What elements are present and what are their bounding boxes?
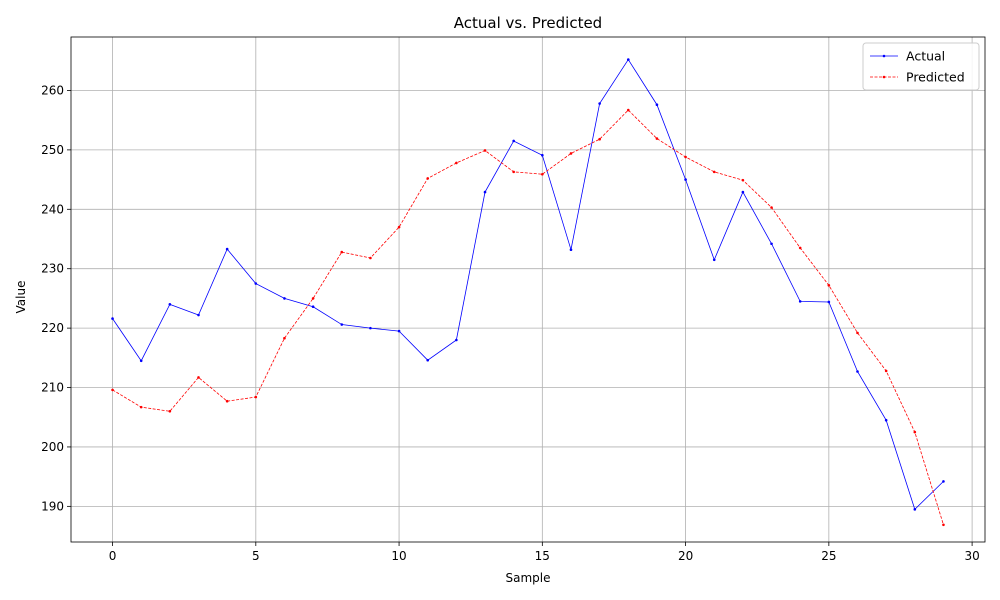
- data-point-actual: [168, 303, 172, 306]
- data-point-predicted: [741, 178, 745, 182]
- x-tick-label: 15: [535, 549, 550, 563]
- data-point-predicted: [626, 108, 630, 112]
- data-point-actual: [741, 190, 745, 194]
- data-point-predicted: [884, 369, 888, 373]
- legend-label-predicted: Predicted: [906, 70, 965, 85]
- x-tick-label: 5: [252, 549, 260, 563]
- x-tick-label: 25: [821, 549, 836, 563]
- data-point-actual: [942, 480, 945, 483]
- data-point-predicted: [569, 152, 573, 155]
- data-point-actual: [397, 329, 401, 333]
- data-point-actual: [197, 313, 200, 317]
- data-point-predicted: [655, 137, 659, 140]
- series-group: [111, 58, 945, 527]
- data-point-actual: [884, 418, 888, 422]
- legend: Actual Predicted: [862, 42, 980, 91]
- data-point-predicted: [913, 430, 917, 434]
- y-axis-label: Value: [14, 281, 28, 314]
- data-point-predicted: [942, 523, 945, 527]
- data-point-actual: [856, 370, 859, 373]
- data-point-actual: [225, 247, 229, 251]
- chart-title: Actual vs. Predicted: [454, 14, 602, 32]
- series-line-predicted: [112, 109, 944, 525]
- y-tick-label: 230: [41, 262, 64, 276]
- data-point-predicted: [139, 405, 143, 409]
- data-point-actual: [827, 300, 831, 304]
- data-point-predicted: [369, 256, 372, 260]
- data-point-actual: [798, 300, 802, 303]
- data-point-actual: [111, 317, 114, 320]
- x-tick-label: 10: [391, 549, 406, 563]
- data-point-predicted: [770, 206, 773, 209]
- data-point-predicted: [598, 137, 601, 141]
- data-point-actual: [770, 242, 773, 246]
- data-point-predicted: [541, 172, 544, 176]
- data-point-predicted: [455, 161, 458, 165]
- data-point-predicted: [225, 399, 229, 403]
- x-tick-label: 0: [109, 549, 117, 563]
- data-point-actual: [626, 58, 630, 61]
- x-tick-label: 30: [964, 549, 979, 563]
- plot-frame: [70, 36, 986, 543]
- data-point-predicted: [798, 246, 802, 250]
- data-point-actual: [684, 178, 687, 181]
- data-point-actual: [340, 323, 344, 326]
- y-tick-label: 240: [41, 202, 64, 216]
- y-tick-label: 260: [41, 83, 64, 97]
- data-point-actual: [598, 102, 601, 105]
- legend-label-actual: Actual: [906, 49, 945, 64]
- data-point-actual: [426, 358, 430, 362]
- y-tick-label: 190: [41, 499, 64, 513]
- data-point-predicted: [397, 225, 401, 229]
- data-point-actual: [455, 338, 458, 342]
- data-point-actual: [913, 508, 917, 511]
- legend-box: [862, 42, 980, 91]
- data-point-actual: [512, 139, 515, 143]
- data-point-predicted: [856, 331, 859, 335]
- data-point-actual: [283, 297, 286, 300]
- data-point-predicted: [197, 376, 200, 379]
- grid-lines: [71, 37, 985, 542]
- data-point-actual: [712, 258, 716, 262]
- data-point-predicted: [684, 155, 687, 159]
- data-point-actual: [569, 248, 573, 251]
- y-tick-label: 200: [41, 440, 64, 454]
- data-point-actual: [483, 190, 487, 194]
- x-axis-label: Sample: [506, 571, 551, 585]
- y-tick-label: 220: [41, 321, 64, 335]
- series-line-actual: [112, 58, 944, 511]
- data-point-predicted: [483, 149, 487, 152]
- data-point-predicted: [168, 409, 172, 413]
- data-point-actual: [541, 153, 544, 157]
- legend-marker-actual: [882, 54, 886, 58]
- data-point-predicted: [283, 336, 286, 340]
- data-point-predicted: [426, 177, 430, 180]
- x-tick-label: 20: [678, 549, 693, 563]
- data-point-predicted: [712, 170, 716, 174]
- data-point-actual: [254, 282, 258, 285]
- data-point-actual: [139, 359, 143, 363]
- legend-marker-predicted: [882, 75, 886, 79]
- data-point-predicted: [512, 170, 515, 174]
- y-tick-label: 250: [41, 143, 64, 157]
- data-point-actual: [655, 103, 659, 107]
- ticks: 0 5 10 15 20 25 30 190 200 210 220 230 240 250 260: [41, 83, 980, 563]
- data-point-predicted: [311, 297, 315, 300]
- data-point-actual: [311, 305, 315, 309]
- data-point-predicted: [340, 250, 344, 254]
- data-point-predicted: [254, 395, 258, 399]
- y-tick-label: 210: [41, 381, 64, 395]
- data-point-actual: [369, 326, 372, 330]
- data-point-predicted: [111, 388, 114, 392]
- data-point-predicted: [827, 284, 831, 287]
